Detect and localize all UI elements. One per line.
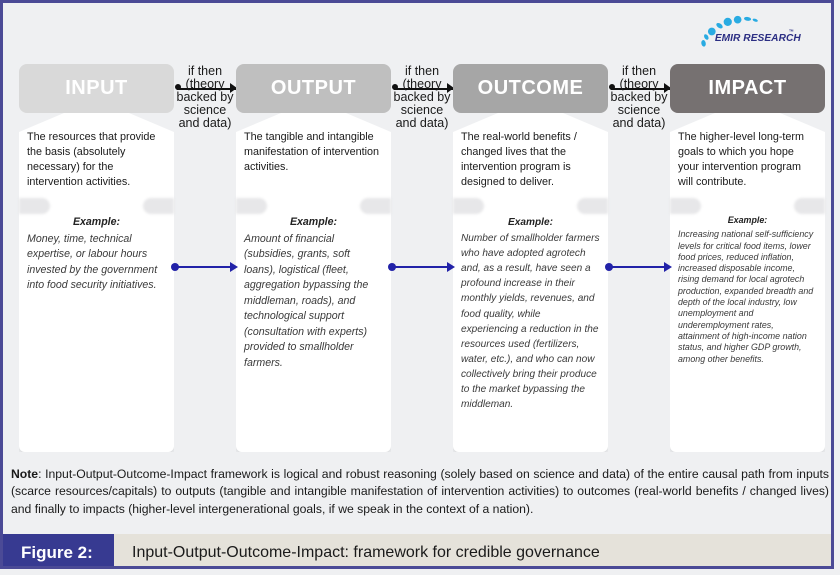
svg-text:EMIR RESEARCH: EMIR RESEARCH xyxy=(715,33,802,44)
svg-text:TM: TM xyxy=(789,29,794,33)
